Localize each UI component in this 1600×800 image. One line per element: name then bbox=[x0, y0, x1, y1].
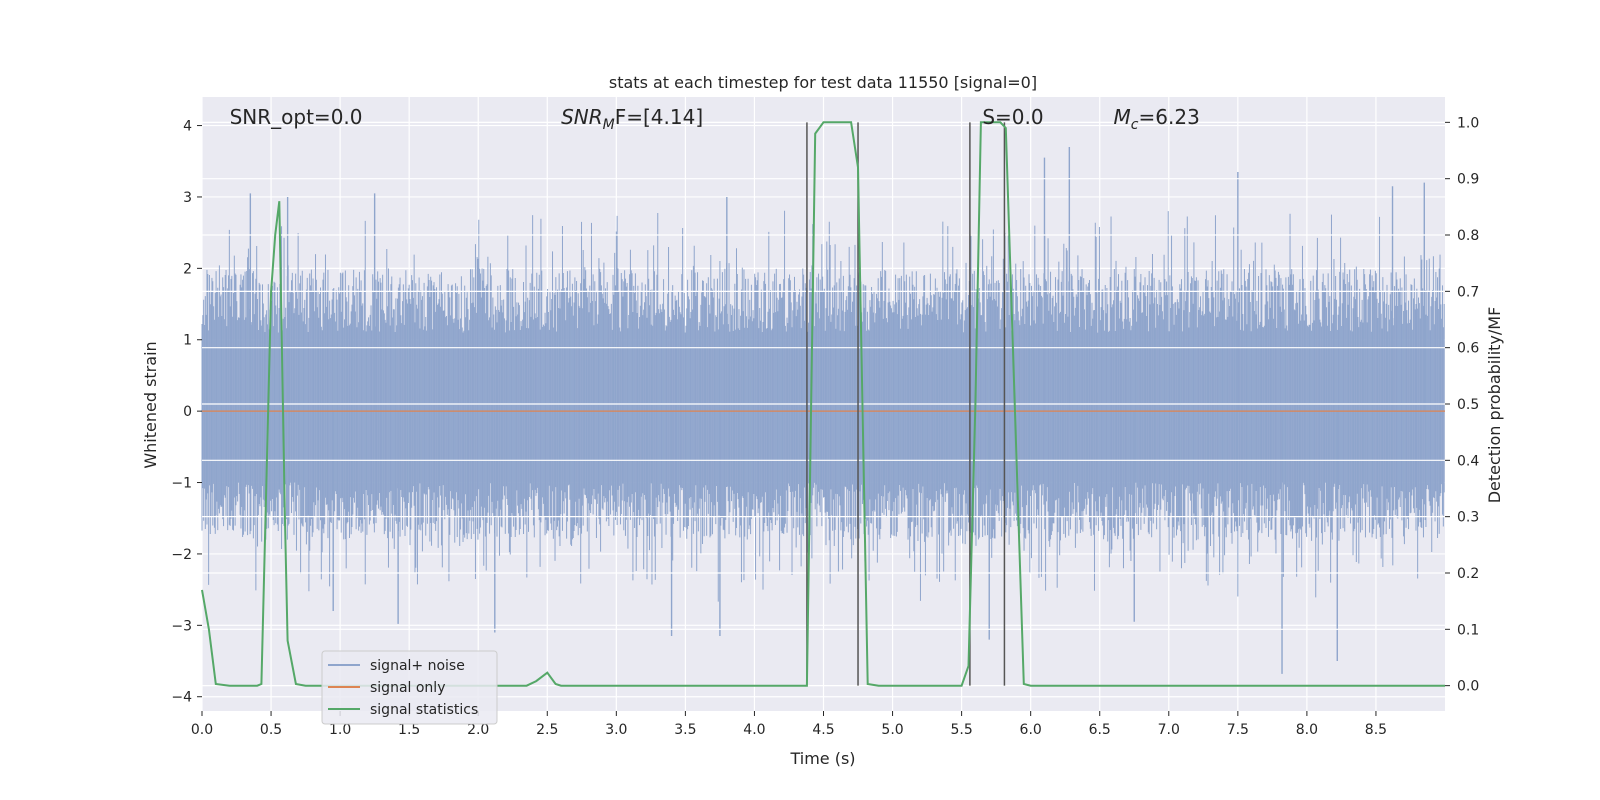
x-tick-label-1: 0.5 bbox=[260, 722, 282, 738]
series-signal-statistics bbox=[201, 121, 1445, 687]
x-tick-label-2: 1.0 bbox=[329, 722, 351, 738]
yl-tick-label-7: −3 bbox=[171, 618, 192, 634]
x-tick-label-15: 7.5 bbox=[1227, 722, 1249, 738]
yl-tick-label-3: 1 bbox=[183, 333, 192, 349]
yr-tick-label-1: 0.9 bbox=[1457, 172, 1479, 188]
chart-title: stats at each timestep for test data 115… bbox=[609, 73, 1037, 92]
yl-tick-label-0: 4 bbox=[183, 119, 192, 135]
legend-label-signal-only: signal only bbox=[370, 680, 445, 696]
yl-tick-label-4: 0 bbox=[183, 404, 192, 420]
yr-tick-label-6: 0.4 bbox=[1457, 453, 1479, 469]
yr-tick-label-0: 1.0 bbox=[1457, 115, 1479, 131]
annotation-2: S=0.0 bbox=[982, 105, 1043, 129]
yl-tick-label-6: −2 bbox=[171, 547, 192, 563]
legend: signal+ noise signal only signal statist… bbox=[321, 650, 498, 725]
x-tick-label-8: 4.0 bbox=[743, 722, 765, 738]
yr-tick-label-2: 0.8 bbox=[1457, 228, 1479, 244]
x-tick-label-10: 5.0 bbox=[881, 722, 903, 738]
x-tick-label-17: 8.5 bbox=[1365, 722, 1387, 738]
y-axis-left-label: Whitened strain bbox=[141, 341, 160, 468]
annotation-3: Mc=6.23 bbox=[1114, 105, 1200, 133]
yr-tick-label-8: 0.2 bbox=[1457, 566, 1479, 582]
x-tick-label-9: 4.5 bbox=[812, 722, 834, 738]
x-tick-label-4: 2.0 bbox=[467, 722, 489, 738]
yr-tick-label-9: 0.1 bbox=[1457, 622, 1479, 638]
x-tick-label-16: 8.0 bbox=[1296, 722, 1318, 738]
x-tick-label-7: 3.5 bbox=[674, 722, 696, 738]
yl-tick-label-8: −4 bbox=[171, 690, 192, 706]
yr-tick-label-4: 0.6 bbox=[1457, 341, 1479, 357]
x-axis-label: Time (s) bbox=[789, 749, 855, 768]
yr-tick-label-7: 0.3 bbox=[1457, 510, 1479, 526]
annotation-1: SNRMF=[4.14] bbox=[561, 105, 703, 133]
x-tick-label-11: 5.5 bbox=[950, 722, 972, 738]
legend-label-signal-statistics: signal statistics bbox=[370, 702, 478, 718]
yl-tick-label-1: 3 bbox=[183, 190, 192, 206]
y-right-tick-labels: 1.0 0.9 0.8 0.7 0.6 0.5 0.4 0.3 0.2 0.1 0.0 bbox=[1445, 115, 1479, 695]
annotation-0: SNR_opt=0.0 bbox=[230, 105, 363, 129]
yl-tick-label-2: 2 bbox=[183, 261, 192, 277]
x-tick-label-14: 7.0 bbox=[1158, 722, 1180, 738]
x-tick-label-3: 1.5 bbox=[398, 722, 420, 738]
x-tick-label-6: 3.0 bbox=[605, 722, 627, 738]
yr-tick-label-3: 0.7 bbox=[1457, 284, 1479, 300]
x-tick-label-5: 2.5 bbox=[536, 722, 558, 738]
x-tick-label-13: 6.5 bbox=[1089, 722, 1111, 738]
x-tick-labels: 0.0 0.5 1.0 1.5 2.0 2.5 3.0 3.5 4.0 4.5 5.0 5.5 6.0 6… bbox=[191, 711, 1387, 738]
y-left-tick-labels: 4 3 2 1 0 −1 −2 −3 −4 bbox=[171, 119, 202, 706]
y-axis-right-label: Detection probability/MF bbox=[1485, 307, 1504, 504]
annotations: SNR_opt=0.0 SNRMF=[4.14] S=0.0 Mc=6.23 bbox=[230, 105, 1200, 133]
legend-label-signal-noise: signal+ noise bbox=[370, 658, 465, 674]
legend-box bbox=[321, 650, 498, 725]
yr-tick-label-5: 0.5 bbox=[1457, 397, 1479, 413]
yl-tick-label-5: −1 bbox=[171, 476, 192, 492]
grid-horizontal-right bbox=[202, 121, 1445, 687]
x-tick-label-0: 0.0 bbox=[191, 722, 213, 738]
yr-tick-label-10: 0.0 bbox=[1457, 679, 1479, 695]
x-tick-label-12: 6.0 bbox=[1020, 722, 1042, 738]
